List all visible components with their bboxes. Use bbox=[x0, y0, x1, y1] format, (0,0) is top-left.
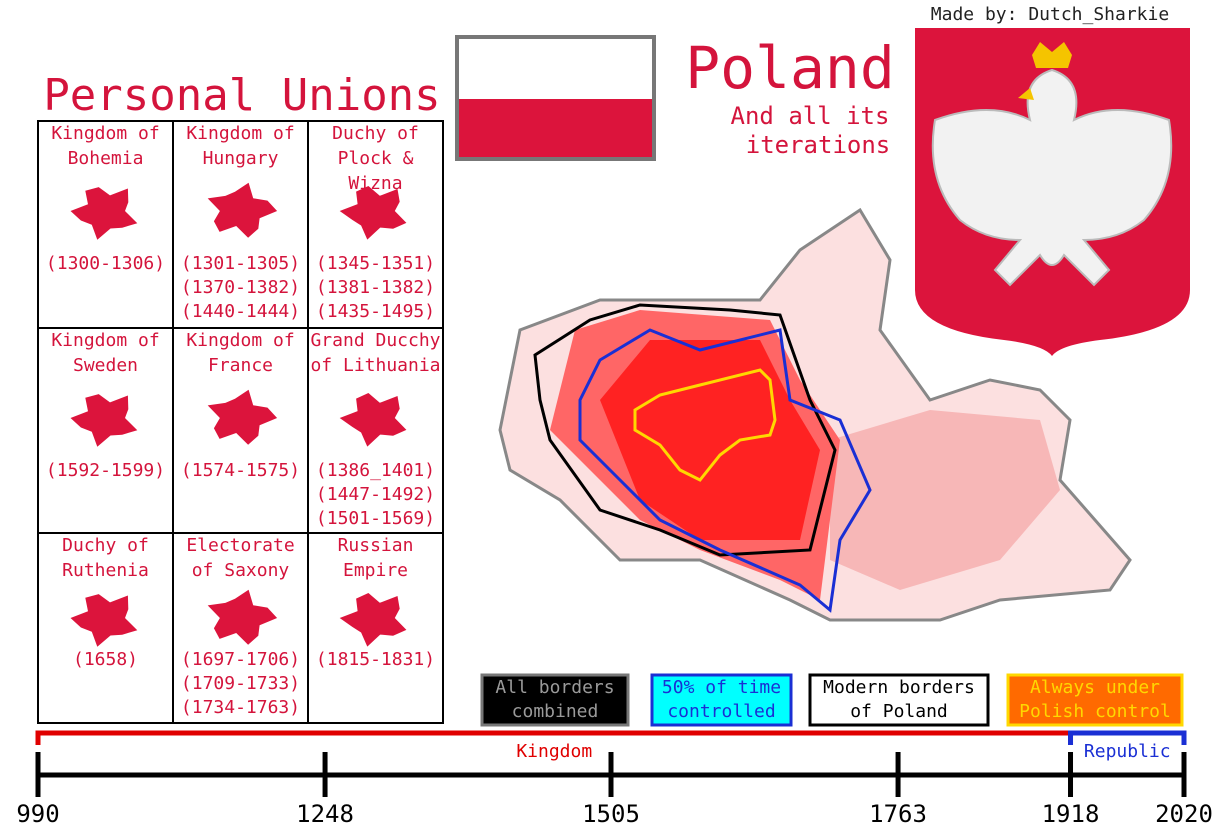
union-period: (1697-1706) bbox=[181, 649, 300, 670]
union-period: (1381-1382) bbox=[316, 277, 435, 298]
union-name: Sweden bbox=[73, 355, 138, 376]
union-shape bbox=[70, 187, 138, 240]
era-label: Republic bbox=[1084, 741, 1171, 762]
map bbox=[498, 207, 1132, 622]
era-bracket bbox=[1068, 730, 1187, 745]
union-period: (1501-1569) bbox=[316, 508, 435, 529]
union-shape bbox=[207, 589, 278, 645]
timeline-tick-label: 1505 bbox=[582, 800, 640, 828]
timeline-tick-label: 2020 bbox=[1155, 800, 1213, 828]
union-period: (1435-1495) bbox=[316, 301, 435, 322]
legend-label: of Poland bbox=[850, 701, 948, 722]
legend-label: controlled bbox=[667, 701, 775, 722]
union-period: (1386_1401) bbox=[316, 460, 435, 481]
timeline-tick-label: 990 bbox=[16, 800, 59, 828]
union-cell bbox=[307, 532, 444, 724]
union-shape bbox=[339, 393, 407, 447]
union-period: (1300-1306) bbox=[46, 253, 165, 274]
legend-box bbox=[650, 673, 793, 727]
credit: Made by: Dutch_Sharkie bbox=[931, 4, 1169, 25]
flag bbox=[455, 35, 656, 161]
union-shape bbox=[207, 182, 278, 238]
legend-label: 50% of time bbox=[662, 677, 781, 698]
union-name: Wizna bbox=[348, 173, 402, 194]
union-period: (1815-1831) bbox=[316, 649, 435, 670]
legend-label: combined bbox=[512, 701, 599, 722]
union-period: (1447-1492) bbox=[316, 484, 435, 505]
union-shape bbox=[70, 594, 138, 647]
subtitle: And all its bbox=[731, 102, 890, 130]
timeline-tick-label: 1248 bbox=[296, 800, 354, 828]
union-name: Bohemia bbox=[68, 148, 144, 169]
union-name: of Lithuania bbox=[310, 355, 440, 376]
union-period: (1301-1305) bbox=[181, 253, 300, 274]
coat-of-arms bbox=[915, 28, 1190, 356]
legend-box bbox=[808, 673, 990, 727]
union-name: of Saxony bbox=[192, 560, 290, 581]
union-period: (1658) bbox=[73, 649, 138, 670]
union-name: Plock & bbox=[338, 148, 414, 169]
subtitle: iterations bbox=[746, 131, 891, 159]
union-name: Hungary bbox=[203, 148, 279, 169]
union-period: (1345-1351) bbox=[316, 253, 435, 274]
union-period: (1592-1599) bbox=[46, 460, 165, 481]
union-name: France bbox=[208, 355, 273, 376]
union-name: Duchy of bbox=[62, 535, 149, 556]
legend-label: Polish control bbox=[1019, 701, 1171, 722]
union-shape bbox=[339, 186, 407, 240]
union-name: Grand Ducchy bbox=[310, 330, 440, 351]
union-name: Kingdom of bbox=[186, 123, 294, 144]
timeline-tick-label: 1763 bbox=[869, 800, 927, 828]
title: Poland bbox=[685, 34, 895, 102]
union-name: Ruthenia bbox=[62, 560, 149, 581]
union-period: (1440-1444) bbox=[181, 301, 300, 322]
union-name: Russian bbox=[338, 535, 414, 556]
union-shape bbox=[70, 394, 138, 447]
union-period: (1574-1575) bbox=[181, 460, 300, 481]
legend-label: All borders bbox=[495, 677, 614, 698]
legend-box bbox=[1006, 673, 1184, 727]
legend-label: Always under bbox=[1030, 677, 1160, 698]
union-name: Electorate bbox=[186, 535, 294, 556]
unions-title: Personal Unions bbox=[43, 70, 440, 121]
union-period: (1370-1382) bbox=[181, 277, 300, 298]
union-shape bbox=[207, 389, 278, 445]
union-name: Empire bbox=[343, 560, 408, 581]
era-label: Kingdom bbox=[516, 741, 592, 762]
legend-label: Modern borders bbox=[823, 677, 975, 698]
union-shape bbox=[339, 593, 407, 647]
legend-box bbox=[480, 673, 630, 727]
union-name: Kingdom of bbox=[186, 330, 294, 351]
union-name: Kingdom of bbox=[51, 330, 159, 351]
union-period: (1709-1733) bbox=[181, 673, 300, 694]
union-period: (1734-1763) bbox=[181, 697, 300, 718]
union-name: Duchy of bbox=[332, 123, 419, 144]
timeline-tick-label: 1918 bbox=[1042, 800, 1100, 828]
union-name: Kingdom of bbox=[51, 123, 159, 144]
